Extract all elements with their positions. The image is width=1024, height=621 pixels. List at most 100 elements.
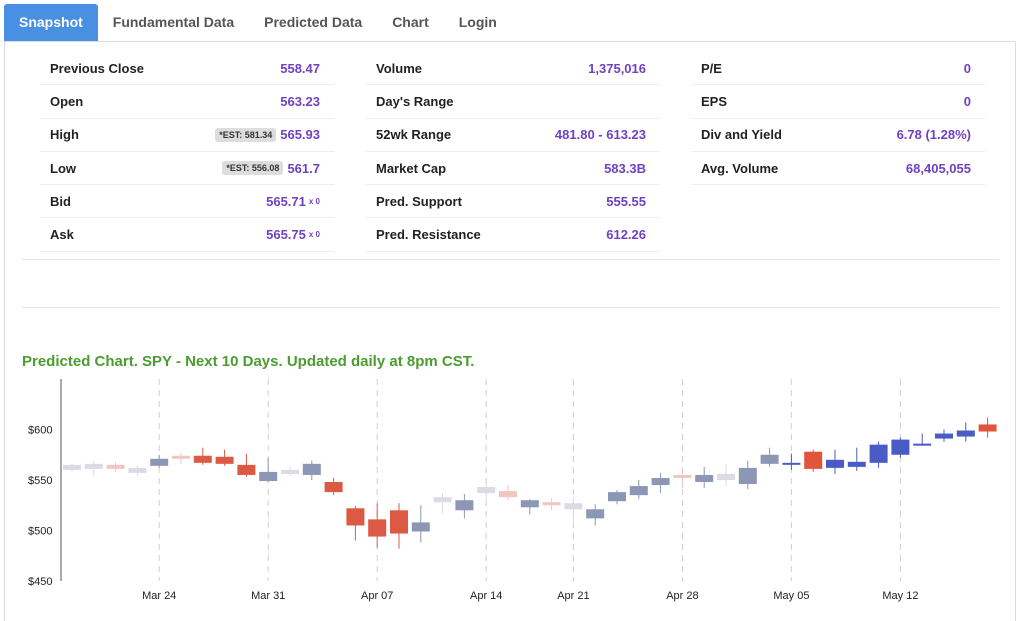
candle-body: [869, 444, 888, 463]
tab-bar: Snapshot Fundamental Data Predicted Data…: [4, 4, 512, 41]
y-tick-label: $450: [28, 576, 52, 588]
candle-body: [956, 430, 975, 437]
chart-title: Predicted Chart. SPY - Next 10 Days. Upd…: [22, 353, 475, 370]
candle-body: [302, 463, 321, 475]
row-market-cap: Market Cap 583.3B: [366, 152, 660, 186]
y-tick-label: $600: [28, 425, 52, 437]
row-ask: Ask 565.75 x 0: [40, 218, 334, 252]
x-tick-label: Apr 07: [361, 590, 393, 602]
candle-body: [564, 503, 583, 510]
row-div-yield: Div and Yield 6.78 (1.28%): [691, 119, 985, 152]
snapshot-panel: [4, 41, 1016, 621]
low-label: Low: [50, 160, 76, 176]
low-estimate-badge: *EST: 556.08: [222, 161, 284, 176]
row-eps: EPS 0: [691, 85, 985, 119]
open-label: Open: [50, 93, 84, 109]
candle-body: [935, 433, 953, 439]
candle-body: [324, 482, 343, 493]
candle-body: [499, 491, 517, 498]
candle-body: [455, 500, 474, 511]
row-volume: Volume 1,375,016: [366, 52, 660, 86]
y-tick-label: $500: [28, 526, 52, 538]
row-bid: Bid 565.71 x 0: [40, 185, 334, 219]
bid-label: Bid: [50, 193, 71, 209]
div-yield-label: Div and Yield: [701, 127, 782, 143]
row-days-range: Day's Range: [366, 85, 660, 119]
candle-body: [586, 509, 605, 519]
row-pred-resistance: Pred. Resistance 612.26: [366, 218, 660, 252]
52wk-range-label: 52wk Range: [376, 127, 452, 143]
volume-label: Volume: [376, 60, 422, 76]
candle-body: [695, 474, 714, 483]
ask-size: x 0: [308, 230, 320, 240]
previous-close-value: 558.47: [280, 60, 320, 76]
candle-body: [237, 464, 256, 475]
candle-body: [760, 454, 779, 464]
candle-body: [629, 486, 648, 496]
candle-body: [738, 467, 757, 485]
open-value: 563.23: [280, 93, 320, 109]
low-value: 561.7: [287, 160, 320, 176]
candle-body: [390, 510, 408, 534]
tab-predicted-data[interactable]: Predicted Data: [264, 14, 363, 30]
avg-volume-label: Avg. Volume: [701, 160, 779, 176]
section-divider: [22, 259, 999, 260]
bid-value: 565.71: [266, 193, 306, 209]
candle-body: [368, 519, 387, 537]
candle-body: [193, 455, 212, 463]
candle-body: [433, 497, 452, 503]
candle-body: [106, 464, 125, 469]
section-divider: [22, 307, 999, 308]
candle-body: [520, 500, 539, 508]
previous-close-label: Previous Close: [50, 60, 144, 76]
x-tick-label: Mar 31: [251, 590, 285, 602]
x-tick-label: May 05: [773, 590, 809, 602]
pe-label: P/E: [701, 60, 722, 76]
pred-support-value: 555.55: [606, 193, 646, 209]
div-yield-value: 6.78 (1.28%): [896, 127, 971, 143]
candlestick-chart: $450 $500 $550 $600 Mar 24 Mar 31 Apr 07 Apr 14…: [28, 379, 997, 602]
x-tick-label: Apr 28: [666, 590, 698, 602]
days-range-label: Day's Range: [376, 93, 454, 109]
candle-body: [281, 469, 299, 474]
row-pe: P/E 0: [691, 52, 985, 86]
row-low: Low *EST: 556.08 561.7: [40, 152, 334, 186]
ask-label: Ask: [50, 227, 74, 243]
candle-body: [891, 439, 910, 455]
candle-body: [978, 424, 997, 432]
candle-body: [259, 471, 278, 482]
quote-column-3: P/E 0 EPS 0 Div and Yield 6.78 (1.28%) A…: [691, 52, 985, 186]
candle-body: [63, 464, 81, 470]
candle-body: [411, 522, 430, 532]
high-estimate-badge: *EST: 581.34: [215, 127, 277, 142]
row-52wk-range: 52wk Range 481.80 - 613.23: [366, 119, 660, 152]
candle-body: [717, 473, 735, 480]
quote-column-2: Volume 1,375,016 Day's Range 52wk Range …: [366, 52, 660, 252]
candle-body: [847, 461, 866, 467]
tab-snapshot[interactable]: Snapshot: [4, 4, 98, 41]
tab-fundamental-data[interactable]: Fundamental Data: [112, 14, 235, 30]
x-tick-label: Apr 14: [470, 590, 502, 602]
row-avg-volume: Avg. Volume 68,405,055: [691, 152, 985, 186]
avg-volume-value: 68,405,055: [905, 160, 971, 176]
candle-body: [542, 502, 561, 506]
pred-resistance-value: 612.26: [606, 227, 646, 243]
row-previous-close: Previous Close 558.47: [40, 52, 334, 86]
52wk-range-value: 481.80 - 613.23: [554, 127, 646, 143]
tab-chart[interactable]: Chart: [392, 14, 429, 30]
candle-body: [608, 492, 626, 502]
bid-size: x 0: [308, 196, 320, 206]
pe-value: 0: [963, 60, 971, 76]
eps-value: 0: [963, 93, 971, 109]
candle-body: [826, 459, 844, 468]
market-cap-label: Market Cap: [376, 160, 447, 176]
pred-resistance-label: Pred. Resistance: [376, 227, 481, 243]
candle-body: [84, 463, 103, 469]
quote-column-1: Previous Close 558.47 Open 563.23 High *…: [40, 52, 334, 252]
candle-body: [150, 458, 169, 466]
tab-login[interactable]: Login: [458, 14, 497, 30]
candle-body: [673, 474, 692, 478]
x-tick-label: Mar 24: [142, 590, 176, 602]
row-pred-support: Pred. Support 555.55: [366, 185, 660, 219]
y-tick-label: $550: [28, 475, 52, 487]
